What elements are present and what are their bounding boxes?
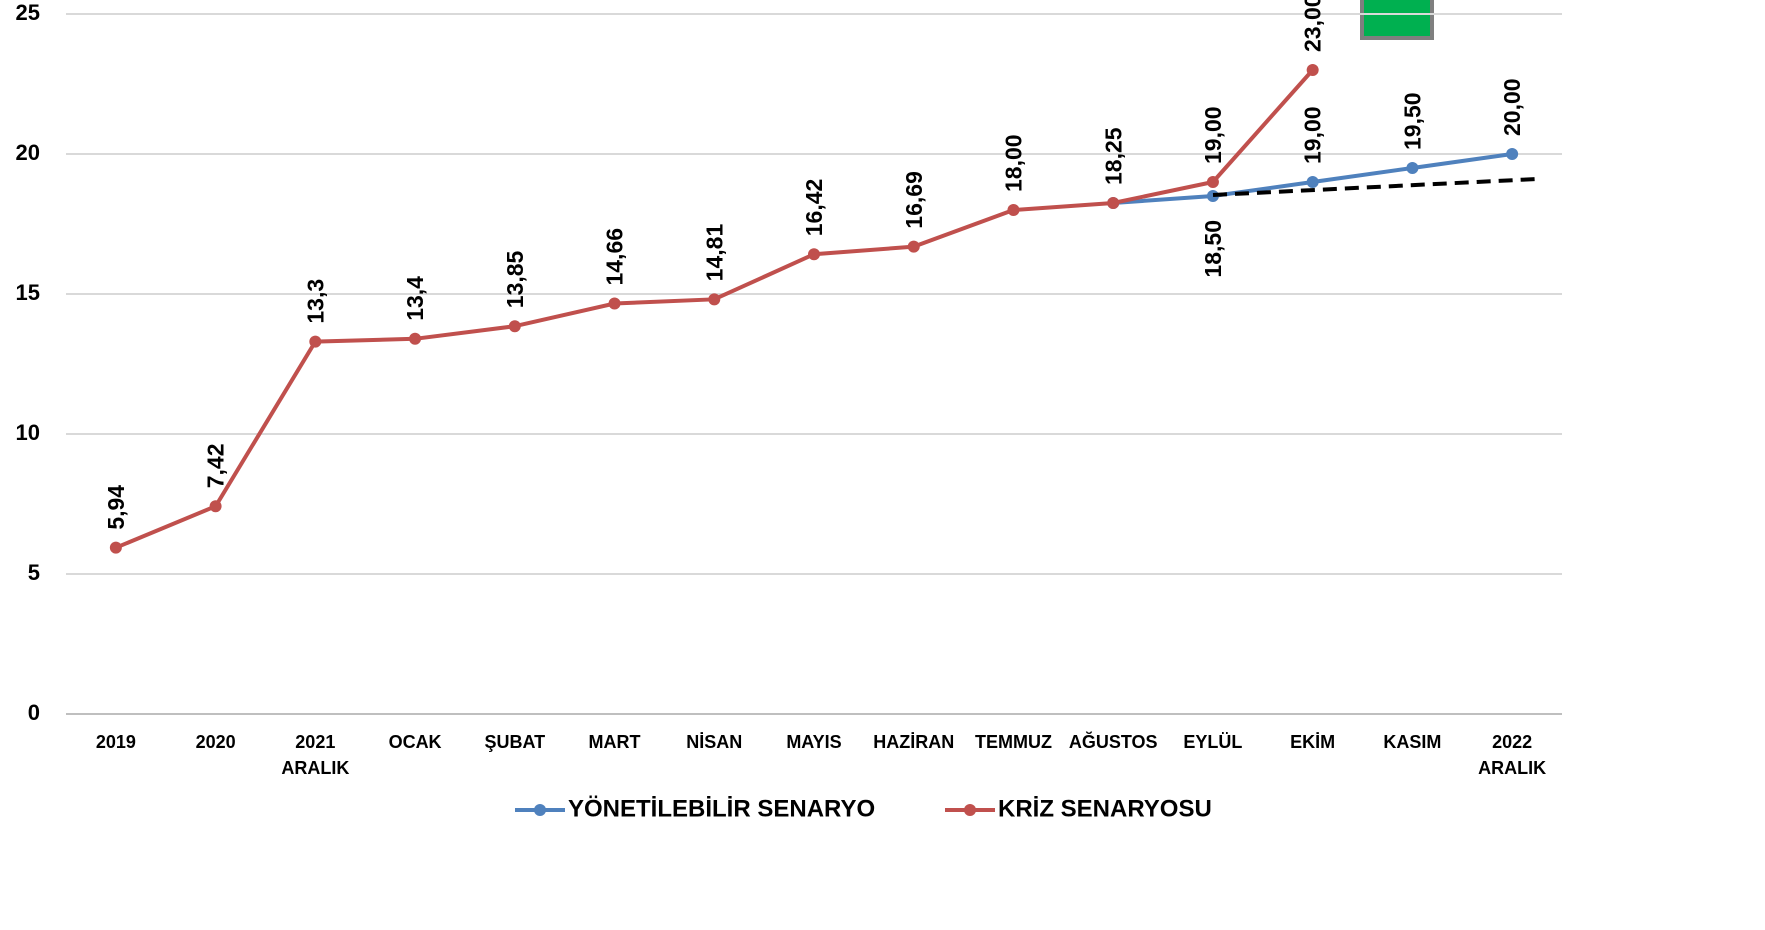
data-label: 23,00 (1300, 0, 1326, 52)
point (409, 332, 422, 345)
legend-label: YÖNETİLEBİLİR SENARYO (568, 795, 875, 822)
point (309, 335, 322, 348)
x-tick-label: HAZİRAN (873, 732, 954, 752)
point (608, 297, 621, 310)
data-label: 16,69 (901, 171, 927, 229)
legend-marker (534, 804, 546, 816)
labels: 0 5 10 15 20 25 2019 2020 2021 ARALIK OCAK ŞUBAT MAR… (16, 0, 1547, 822)
data-label: 18,25 (1100, 127, 1126, 185)
x-tick-label: MART (589, 732, 641, 752)
y-tick-label: 25 (16, 0, 40, 25)
lines (109, 64, 1519, 554)
point (508, 320, 521, 333)
x-tick-label: MAYIS (786, 732, 841, 752)
green-box (1360, 0, 1434, 40)
data-label: 13,4 (402, 276, 428, 321)
x-tick-label: AĞUSTOS (1069, 731, 1158, 752)
x-tick-label: EKİM (1290, 732, 1335, 752)
data-label: 20,00 (1499, 78, 1525, 136)
data-label: 14,81 (701, 224, 727, 282)
x-tick-label: 2020 (196, 732, 236, 752)
x-tick-label: EYLÜL (1183, 732, 1242, 752)
grid (66, 13, 1562, 715)
point (708, 293, 721, 306)
y-tick-label: 10 (16, 420, 40, 445)
point (808, 248, 820, 261)
x-tick-label: NİSAN (686, 732, 742, 752)
x-tick-label: 2022 ARALIK (1478, 732, 1546, 778)
series-line (115, 68, 1315, 550)
legend-marker (964, 804, 976, 816)
x-tick-label: 2021 ARALIK (281, 732, 349, 778)
point (1206, 176, 1219, 188)
point (1306, 176, 1319, 188)
data-label: 19,00 (1300, 106, 1326, 164)
x-tick-label: 2019 (96, 732, 136, 752)
trend-line (1212, 177, 1538, 197)
y-tick-label: 5 (28, 560, 40, 585)
data-label: 16,42 (801, 179, 827, 237)
x-tick-label: OCAK (389, 732, 442, 752)
y-tick-label: 20 (16, 140, 40, 165)
point (209, 500, 222, 513)
point (907, 240, 920, 253)
x-tick-label: ŞUBAT (484, 732, 545, 752)
point (1306, 64, 1319, 76)
data-label: 19,00 (1200, 106, 1226, 164)
y-tick-label: 0 (28, 700, 40, 725)
data-label: 19,50 (1399, 92, 1425, 150)
point (1406, 162, 1419, 174)
point (1007, 204, 1020, 216)
data-label: 14,66 (602, 228, 628, 286)
y-tick-label: 15 (16, 280, 40, 305)
data-label: 13,85 (502, 250, 528, 308)
x-tick-label: TEMMUZ (975, 732, 1052, 752)
x-tick-label: KASIM (1383, 732, 1441, 752)
point (1506, 148, 1519, 160)
legend-label: KRİZ SENARYOSU (998, 795, 1212, 822)
data-label: 7,42 (203, 443, 229, 488)
data-label: 18,00 (1001, 134, 1027, 192)
data-label: 5,94 (103, 485, 129, 530)
data-label: 18,50 (1200, 220, 1226, 278)
point (1107, 197, 1120, 209)
point (109, 541, 122, 554)
data-label: 13,3 (302, 279, 328, 324)
